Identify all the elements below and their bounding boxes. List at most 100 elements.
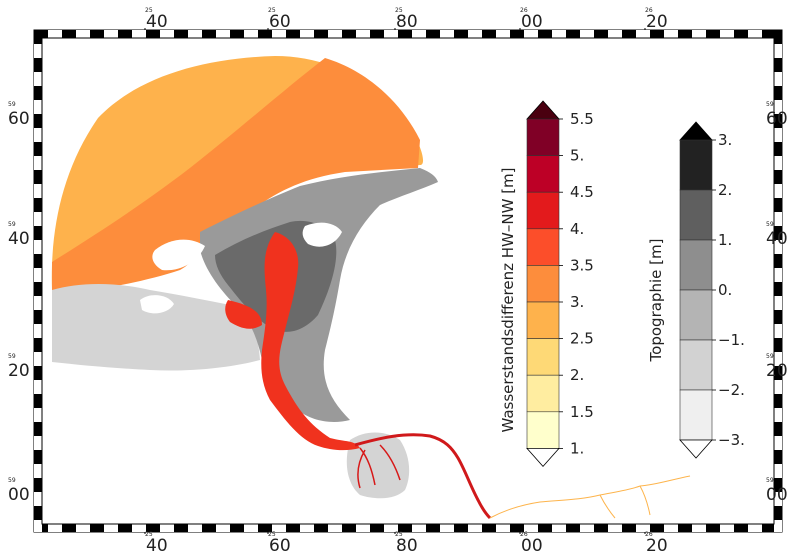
colorbar-label: −2. bbox=[718, 381, 745, 399]
frame-segment bbox=[342, 30, 356, 38]
frame-segment bbox=[34, 506, 42, 520]
frame-segment bbox=[174, 30, 188, 38]
frame-segment bbox=[440, 30, 454, 38]
colorbar-topo-title: Topographie [m] bbox=[647, 239, 665, 363]
frame-segment bbox=[678, 524, 692, 532]
frame-segment bbox=[650, 30, 664, 38]
frame-segment bbox=[774, 86, 782, 100]
frame-segment bbox=[62, 30, 76, 38]
frame-segment bbox=[774, 128, 782, 142]
estuary-channel bbox=[261, 232, 360, 451]
frame-segment bbox=[34, 156, 42, 170]
colorbar-segment bbox=[526, 265, 560, 303]
grid-label-minor: 25 bbox=[145, 531, 153, 538]
frame-segment bbox=[774, 156, 782, 170]
colorbar-label: 4.5 bbox=[570, 183, 594, 201]
grid-label-major: 60 bbox=[8, 109, 30, 129]
grid-label-minor: 26 bbox=[645, 7, 653, 14]
frame-segment bbox=[510, 30, 524, 38]
colorbar-segment bbox=[679, 189, 713, 241]
frame-segment bbox=[774, 58, 782, 72]
frame-segment bbox=[48, 30, 62, 38]
frame-segment bbox=[774, 170, 782, 184]
frame-segment bbox=[104, 524, 118, 532]
colorbar-segment bbox=[679, 389, 713, 441]
colorbar-label: 5. bbox=[570, 147, 584, 165]
frame-segment bbox=[594, 30, 608, 38]
grid-label-minor: 25 bbox=[395, 531, 403, 538]
estuary-channel-side bbox=[225, 300, 262, 329]
colorbar-label: 0. bbox=[718, 281, 732, 299]
frame-segment bbox=[774, 30, 782, 44]
grid-label-major: 80 bbox=[396, 536, 418, 556]
grid-label-major: 20 bbox=[8, 361, 30, 381]
frame-segment bbox=[774, 212, 782, 226]
frame-segment bbox=[468, 30, 482, 38]
frame-segment bbox=[774, 352, 782, 366]
grid-label-major: 60 bbox=[269, 12, 291, 32]
grid-label-minor: 25 bbox=[268, 531, 276, 538]
colorbar-label: 3. bbox=[570, 293, 584, 311]
frame-segment bbox=[34, 212, 42, 226]
frame-segment bbox=[314, 524, 328, 532]
frame-segment bbox=[160, 30, 174, 38]
frame-segment bbox=[286, 30, 300, 38]
frame-segment bbox=[774, 464, 782, 478]
grid-label-minor: 26 bbox=[520, 7, 528, 14]
frame-segment bbox=[650, 524, 664, 532]
frame-segment bbox=[774, 408, 782, 422]
frame-segment bbox=[34, 408, 42, 422]
colorbar-topography: 3. 2. 1. 0. −1. −2. −3. bbox=[679, 121, 745, 459]
frame-segment bbox=[188, 524, 202, 532]
frame-segment bbox=[774, 450, 782, 464]
frame-segment bbox=[580, 30, 594, 38]
frame-segment bbox=[398, 30, 412, 38]
colorbar-label: −3. bbox=[718, 431, 745, 449]
frame-segment bbox=[34, 296, 42, 310]
frame-segment bbox=[370, 30, 384, 38]
frame-segment bbox=[774, 394, 782, 408]
frame-segment bbox=[300, 524, 314, 532]
frame-segment bbox=[174, 524, 188, 532]
frame-segment bbox=[774, 282, 782, 296]
frame-segment bbox=[34, 142, 42, 156]
grid-label-major: 00 bbox=[8, 485, 30, 505]
frame-segment bbox=[468, 524, 482, 532]
frame-segment bbox=[34, 282, 42, 296]
colorbar-segment bbox=[526, 228, 560, 266]
grid-label-major: 40 bbox=[146, 536, 168, 556]
frame-segment bbox=[384, 30, 398, 38]
frame-segment bbox=[552, 524, 566, 532]
frame-segment bbox=[258, 30, 272, 38]
frame-segment bbox=[216, 30, 230, 38]
frame-segment bbox=[342, 524, 356, 532]
frame-segment bbox=[774, 72, 782, 86]
frame-segment bbox=[272, 30, 286, 38]
frame-segment bbox=[580, 524, 594, 532]
colorbar-label: 1. bbox=[570, 439, 584, 457]
frame-segment bbox=[482, 30, 496, 38]
frame-segment bbox=[34, 240, 42, 254]
frame-segment bbox=[34, 170, 42, 184]
frame-segment bbox=[384, 524, 398, 532]
frame-segment bbox=[594, 524, 608, 532]
frame-segment bbox=[356, 30, 370, 38]
frame-segment bbox=[774, 114, 782, 128]
frame-segment bbox=[258, 524, 272, 532]
frame-segment bbox=[774, 240, 782, 254]
frame-segment bbox=[496, 30, 510, 38]
grid-label-major: 20 bbox=[766, 361, 788, 381]
frame-segment bbox=[34, 450, 42, 464]
frame-segment bbox=[774, 254, 782, 268]
frame-segment bbox=[132, 30, 146, 38]
grid-label-major: 20 bbox=[646, 12, 668, 32]
frame-segment bbox=[34, 254, 42, 268]
frame-segment bbox=[34, 100, 42, 114]
frame-segment bbox=[230, 30, 244, 38]
colorbar-label: 2.5 bbox=[570, 330, 594, 348]
grid-label-minor: 59 bbox=[766, 101, 774, 108]
frame-segment bbox=[566, 524, 580, 532]
frame-segment bbox=[76, 30, 90, 38]
